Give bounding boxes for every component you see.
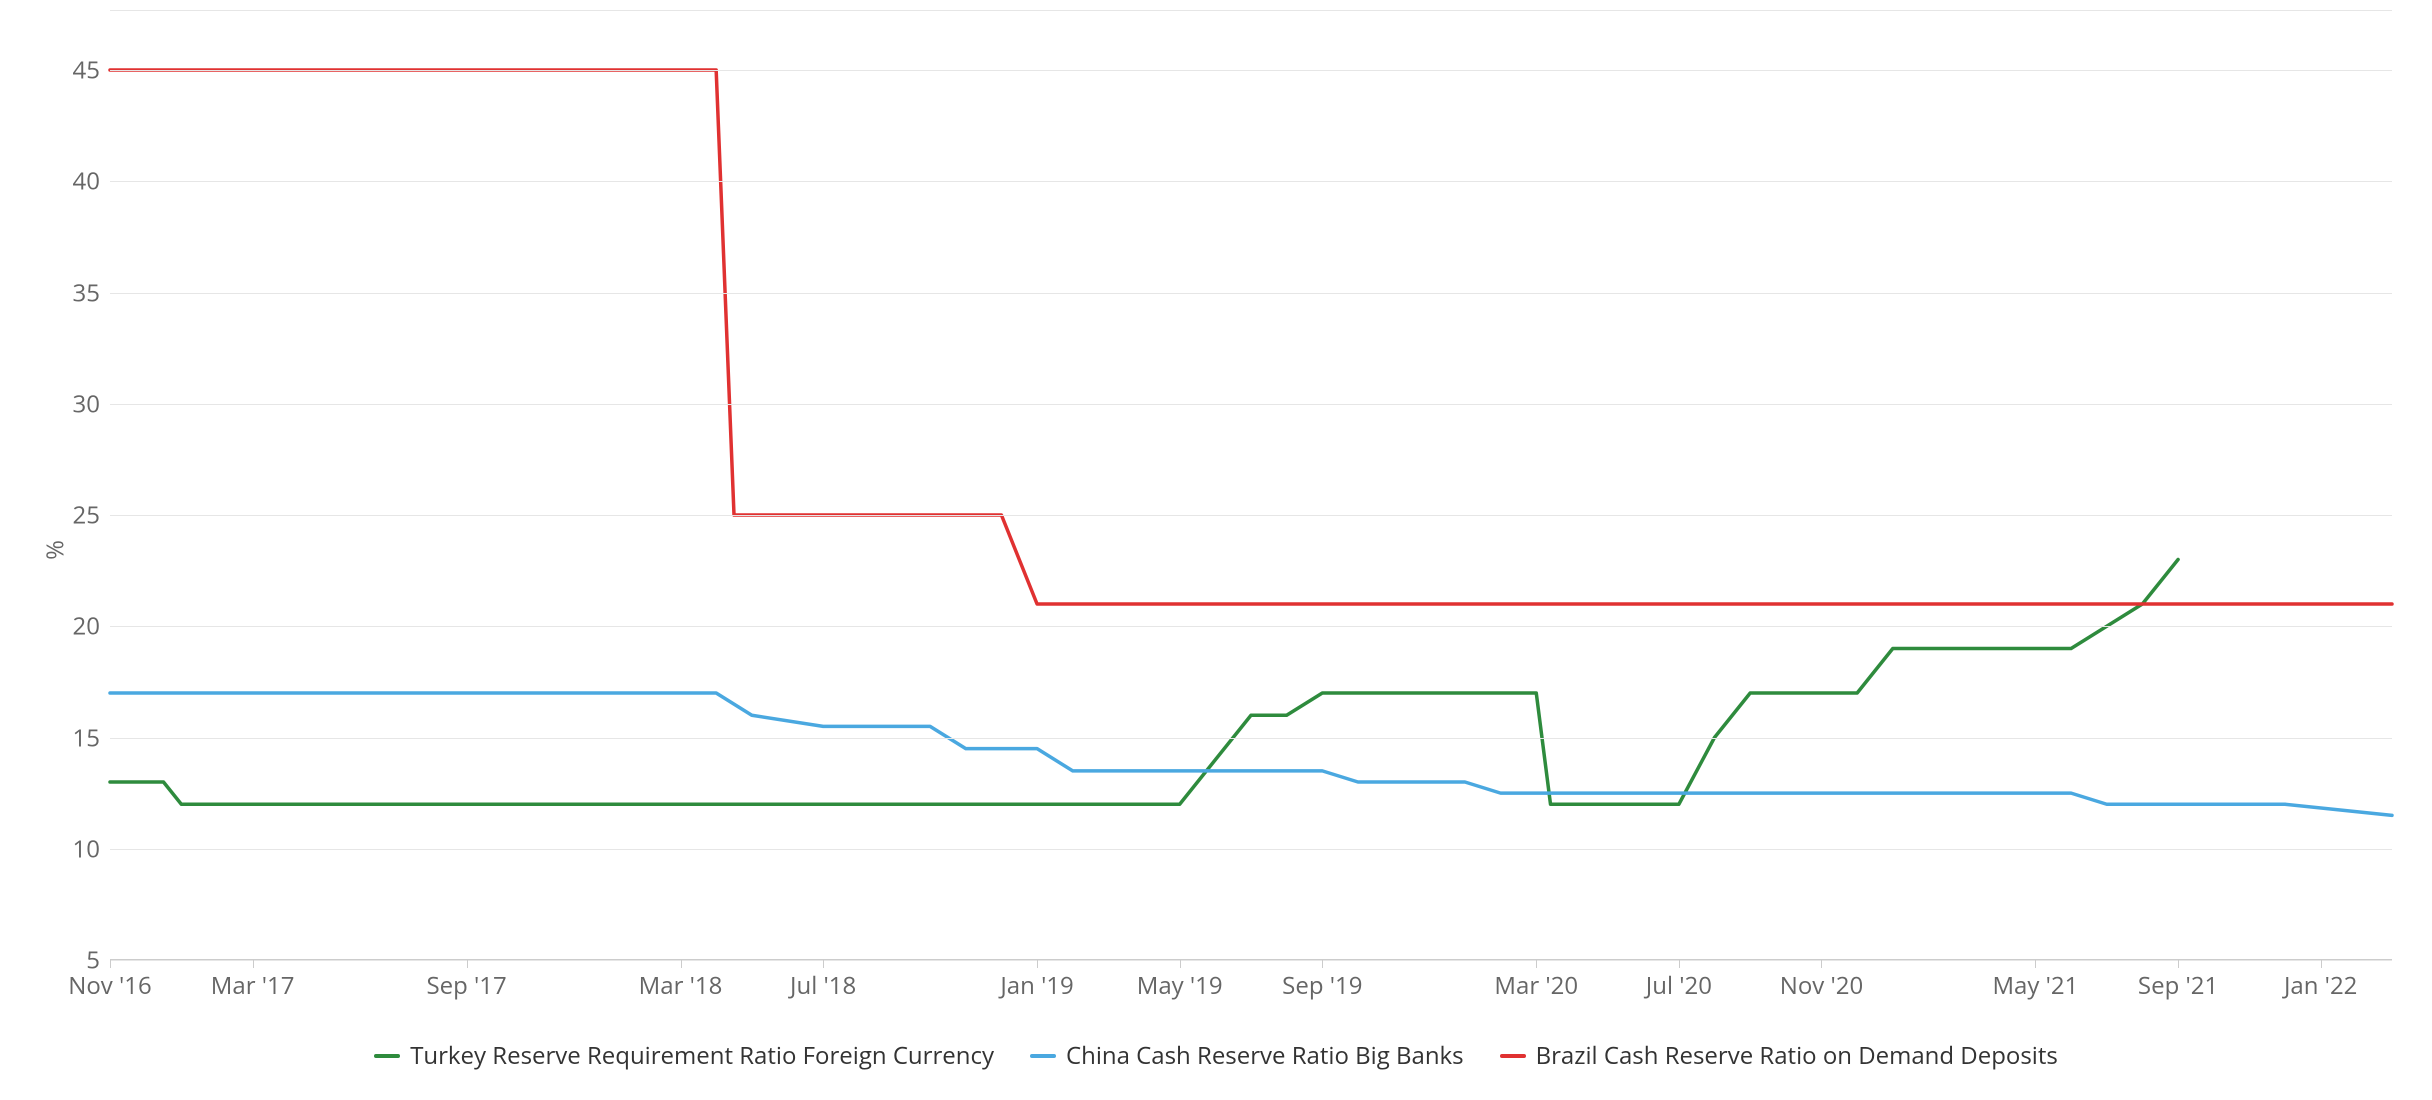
- legend-swatch: [1030, 1054, 1056, 1058]
- gridline: [110, 626, 2392, 627]
- x-tick-label: Jul '20: [1646, 969, 1712, 1002]
- x-tick: [2321, 960, 2322, 968]
- x-tick-label: Mar '18: [639, 969, 723, 1002]
- x-tick-label: Jul '18: [790, 969, 856, 1002]
- gridline: [110, 960, 2392, 961]
- gridline: [110, 515, 2392, 516]
- gridline: [110, 738, 2392, 739]
- x-tick-label: May '19: [1137, 969, 1223, 1002]
- gridline: [110, 849, 2392, 850]
- gridline: [110, 70, 2392, 71]
- gridline: [110, 404, 2392, 405]
- legend: Turkey Reserve Requirement Ratio Foreign…: [0, 1033, 2432, 1073]
- series-line: [110, 693, 2392, 815]
- y-axis-title: %: [39, 540, 72, 560]
- x-tick: [823, 960, 824, 968]
- legend-item[interactable]: Turkey Reserve Requirement Ratio Foreign…: [374, 1039, 994, 1072]
- x-tick: [1821, 960, 1822, 968]
- x-tick: [253, 960, 254, 968]
- x-tick: [1037, 960, 1038, 968]
- x-tick-label: Nov '20: [1780, 969, 1863, 1002]
- legend-label: Turkey Reserve Requirement Ratio Foreign…: [410, 1039, 994, 1072]
- legend-item[interactable]: China Cash Reserve Ratio Big Banks: [1030, 1039, 1464, 1072]
- y-tick-label: 15: [60, 721, 100, 754]
- x-tick-label: Mar '17: [211, 969, 295, 1002]
- x-tick-label: Nov '16: [68, 969, 151, 1002]
- x-tick-label: Jan '19: [1000, 969, 1073, 1002]
- x-tick: [2035, 960, 2036, 968]
- x-tick: [1536, 960, 1537, 968]
- y-tick-label: 35: [60, 276, 100, 309]
- y-tick-label: 20: [60, 610, 100, 643]
- y-tick-label: 30: [60, 387, 100, 420]
- reserve-ratio-chart: % 51015202530354045Nov '16Mar '17Sep '17…: [0, 0, 2432, 1100]
- y-tick-label: 45: [60, 54, 100, 87]
- x-tick: [1679, 960, 1680, 968]
- plot-area: 51015202530354045Nov '16Mar '17Sep '17Ma…: [110, 70, 2392, 960]
- legend-swatch: [374, 1054, 400, 1058]
- y-tick-label: 25: [60, 499, 100, 532]
- x-tick-label: Sep '19: [1282, 969, 1362, 1002]
- gridline: [110, 293, 2392, 294]
- x-tick: [1322, 960, 1323, 968]
- x-tick: [467, 960, 468, 968]
- x-tick-label: Sep '21: [2138, 969, 2218, 1002]
- x-tick-label: Sep '17: [426, 969, 506, 1002]
- y-tick-label: 40: [60, 165, 100, 198]
- series-line: [110, 560, 2178, 805]
- x-tick: [2178, 960, 2179, 968]
- legend-swatch: [1500, 1054, 1526, 1058]
- x-tick: [681, 960, 682, 968]
- x-tick: [1180, 960, 1181, 968]
- x-tick-label: Jan '22: [2284, 969, 2357, 1002]
- x-tick: [110, 960, 111, 968]
- top-divider: [110, 10, 2392, 11]
- legend-label: China Cash Reserve Ratio Big Banks: [1066, 1039, 1464, 1072]
- legend-label: Brazil Cash Reserve Ratio on Demand Depo…: [1536, 1039, 2058, 1072]
- gridline: [110, 181, 2392, 182]
- x-tick-label: May '21: [1992, 969, 2078, 1002]
- series-line: [110, 70, 2392, 604]
- y-tick-label: 10: [60, 832, 100, 865]
- x-tick-label: Mar '20: [1494, 969, 1578, 1002]
- legend-item[interactable]: Brazil Cash Reserve Ratio on Demand Depo…: [1500, 1039, 2058, 1072]
